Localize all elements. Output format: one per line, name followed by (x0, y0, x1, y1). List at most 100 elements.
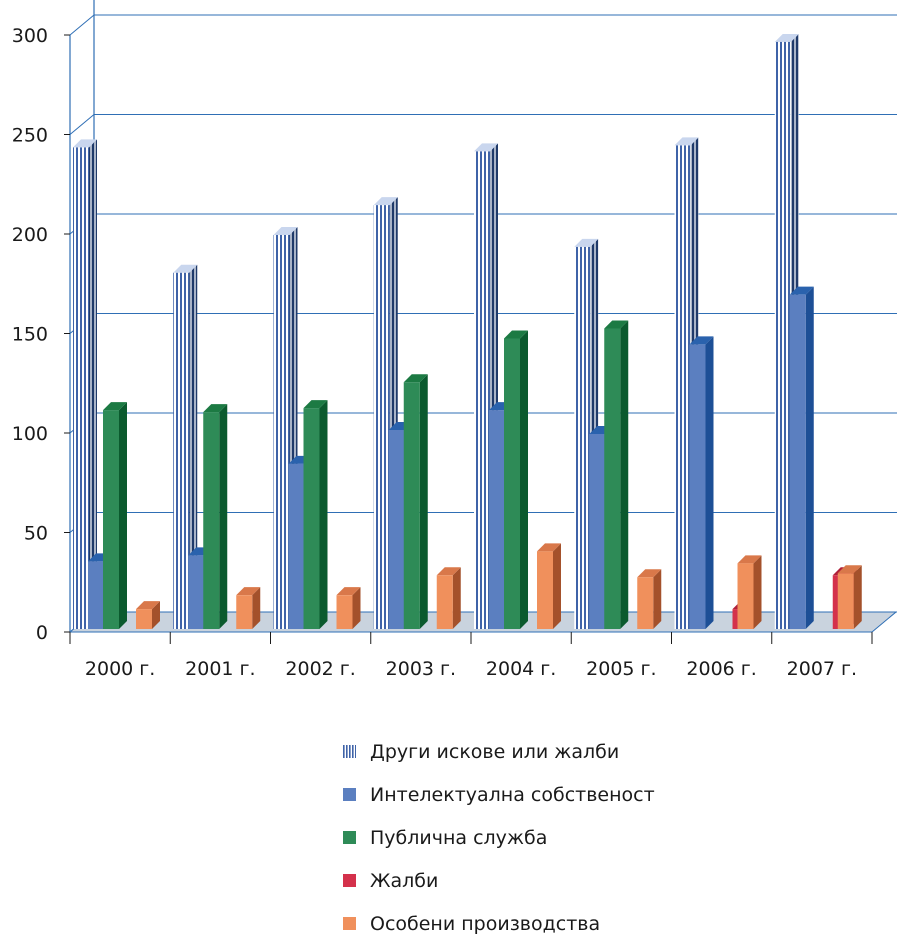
bar-side (805, 286, 814, 629)
legend-swatch (343, 788, 356, 801)
legend-item: Особени производства (343, 902, 655, 945)
bar-side (620, 320, 629, 629)
gridline-side (69, 14, 95, 36)
bar-top (674, 137, 699, 146)
bar-side (352, 587, 361, 629)
y-tick-label: 250 (12, 125, 48, 147)
bar-side (89, 139, 97, 630)
bar (303, 408, 320, 629)
bar (403, 382, 420, 629)
bar-side (553, 543, 561, 629)
bar-top (103, 402, 127, 411)
bar-side (189, 264, 198, 629)
bar-top (737, 555, 762, 564)
bar (88, 561, 104, 629)
bar-top (303, 400, 328, 409)
bar-top (436, 567, 461, 576)
legend-swatch (343, 917, 356, 930)
legend-swatch-stripes (343, 745, 356, 758)
gridline-side (69, 114, 95, 135)
x-tick-label: 2005 г. (586, 658, 656, 680)
bar (774, 41, 791, 629)
bar (173, 272, 190, 629)
bar-side (419, 374, 428, 629)
legend-swatch (343, 874, 356, 887)
bar-top (73, 139, 97, 148)
bar-top (336, 587, 361, 596)
bar-side (853, 565, 862, 629)
bar-top (604, 320, 629, 329)
bar-top (474, 143, 498, 152)
legend: Други искове или жалби Интелектуална соб… (343, 730, 655, 945)
bar (73, 147, 89, 630)
legend-swatch (343, 831, 356, 844)
bar-top (236, 587, 261, 596)
legend-item: Други искове или жалби (343, 730, 655, 773)
y-tick-label: 300 (12, 25, 48, 47)
bar (103, 410, 119, 629)
bar-side (252, 587, 261, 629)
legend-label: Публична служба (370, 826, 548, 849)
bar (273, 234, 290, 630)
bar-side (319, 400, 328, 629)
x-tick-label: 2003 г. (386, 658, 456, 680)
bar-top (136, 601, 160, 610)
legend-item: Интелектуална собственост (343, 773, 655, 816)
bar (574, 246, 591, 630)
bar (674, 145, 691, 629)
bar (537, 551, 553, 629)
bar-side (119, 402, 127, 629)
bar-side (753, 555, 762, 629)
bar (188, 555, 205, 629)
x-tick-label: 2004 г. (486, 658, 556, 680)
bar (689, 344, 706, 629)
bar (436, 575, 453, 629)
x-tick-label: 2006 г. (686, 658, 756, 680)
bar-top (637, 569, 662, 578)
y-tick-label: 0 (36, 622, 48, 644)
x-tick-label: 2001 г. (185, 658, 255, 680)
y-tick-label: 150 (12, 324, 48, 346)
bar-top (203, 404, 228, 413)
bar-side (452, 567, 461, 629)
y-tick-label: 100 (12, 423, 48, 445)
bar-side (520, 330, 528, 629)
bar (388, 430, 405, 629)
bar-top (689, 336, 714, 345)
bar-top (789, 286, 814, 295)
bar (604, 328, 621, 629)
bar (288, 463, 305, 629)
bar-top (373, 197, 398, 206)
bar-side (653, 569, 662, 629)
bar (789, 294, 806, 629)
bar-top (574, 238, 599, 247)
bar-side (152, 601, 160, 629)
legend-label: Особени производства (370, 912, 601, 935)
legend-item: Жалби (343, 859, 655, 902)
bar (504, 338, 520, 629)
legend-label: Жалби (370, 869, 439, 892)
bar-top (273, 226, 298, 235)
bar-chart: 0 50 100 150 200 250 300 2000 г. 2001 г. 2002 г. 2… (12, 0, 897, 680)
bar-top (504, 330, 528, 339)
bar-top (774, 33, 799, 42)
bar (236, 595, 253, 629)
bar-side (705, 336, 714, 629)
bar-top (837, 565, 862, 574)
bar (373, 205, 390, 629)
x-tick-label: 2000 г. (85, 658, 155, 680)
bar-top (537, 543, 561, 552)
plot-area: 0 50 100 150 200 250 300 2000 г. 2001 г. 2002 г. 2… (12, 0, 897, 680)
bar (336, 595, 353, 629)
x-tick-label: 2002 г. (285, 658, 355, 680)
bar (837, 573, 854, 629)
bar (589, 433, 606, 629)
y-tick-label: 200 (12, 224, 48, 246)
x-tick-label: 2007 г. (787, 658, 857, 680)
bar (203, 412, 220, 629)
bar (737, 563, 754, 629)
bar-top (173, 264, 198, 273)
bar-top (403, 374, 428, 383)
bar (489, 410, 505, 629)
y-tick-label: 50 (24, 523, 48, 545)
